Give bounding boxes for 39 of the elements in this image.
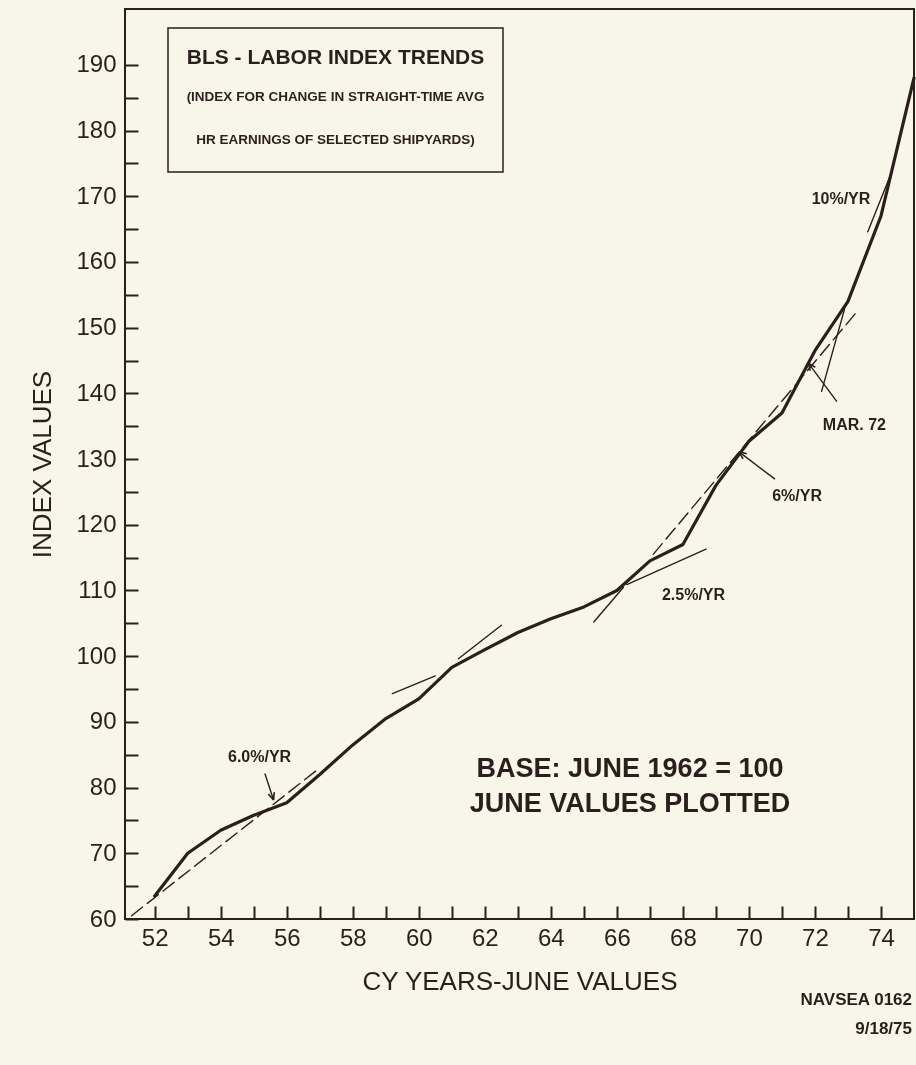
y-tick-label: 140 — [76, 378, 117, 406]
x-tick-label: 60 — [405, 923, 433, 951]
x-tick-label: 64 — [538, 923, 565, 951]
y-tick-label: 110 — [78, 575, 117, 603]
x-tick-label: 58 — [339, 923, 367, 951]
y-tick-label: 90 — [89, 707, 117, 735]
y-tick-label: 150 — [76, 313, 117, 341]
annotation: 10%/YR — [811, 189, 871, 207]
y-tick-label: 180 — [76, 116, 117, 144]
y-tick-label: 80 — [89, 773, 117, 801]
y-axis-title: INDEX VALUES — [27, 370, 58, 559]
text: 9/18/75 — [855, 1019, 912, 1038]
annotation: JUNE VALUES PLOTTED — [469, 788, 791, 818]
y-tick-label: 190 — [76, 50, 117, 78]
x-tick-label: 70 — [736, 923, 763, 951]
y-tick-label: 100 — [76, 641, 117, 669]
text: BLS - LABOR INDEX TRENDS — [186, 45, 485, 68]
x-tick-label: 68 — [670, 923, 697, 951]
annotation: 2.5%/YR — [661, 585, 726, 603]
x-tick-label: 66 — [604, 923, 631, 951]
annotation: 6.0%/YR — [227, 748, 292, 766]
y-tick-label: 170 — [76, 181, 117, 209]
annotation: BASE: JUNE 1962 = 100 — [476, 753, 784, 783]
y-tick-label: 120 — [76, 510, 117, 538]
x-tick-label: 74 — [868, 923, 895, 951]
x-axis-title: CY YEARS-JUNE VALUES — [362, 965, 678, 996]
x-tick-label: 62 — [471, 923, 499, 951]
text: (INDEX FOR CHANGE IN STRAIGHT-TIME AVG HR EARNINGS OF SELECTED SHIPYARDS) — [186, 89, 485, 147]
x-tick-label: 52 — [141, 923, 169, 951]
y-tick-label: 70 — [89, 838, 117, 866]
x-tick-label: 54 — [207, 923, 235, 951]
x-tick-label: 56 — [273, 923, 301, 951]
y-tick-label: 160 — [76, 247, 117, 275]
y-tick-label: 130 — [76, 444, 117, 472]
annotation: MAR. 72 — [822, 416, 887, 434]
text: NAVSEA 0162 — [800, 990, 912, 1009]
annotation: 6%/YR — [772, 486, 823, 504]
y-tick-label: 60 — [89, 904, 117, 932]
x-tick-label: 72 — [802, 923, 829, 951]
